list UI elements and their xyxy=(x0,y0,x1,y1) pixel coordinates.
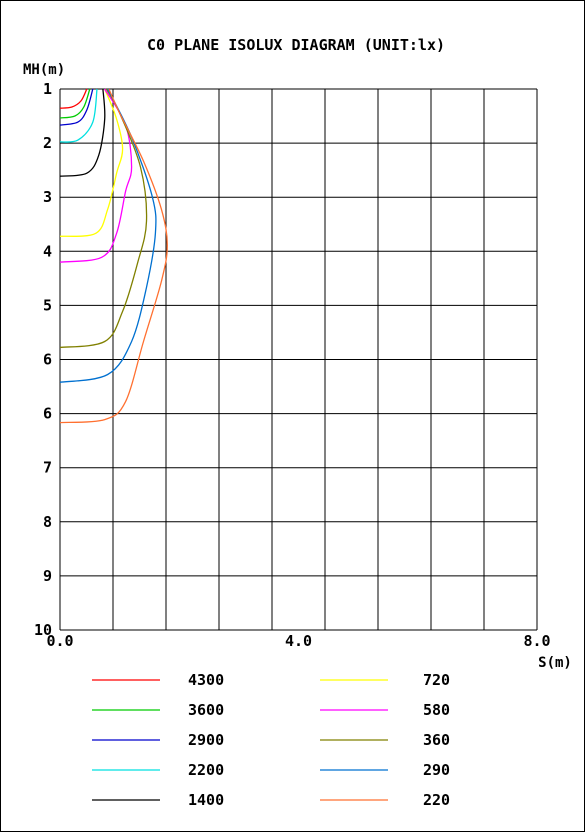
y-tick-label: 1 xyxy=(43,80,52,98)
y-tick-label: 4 xyxy=(43,242,52,260)
legend-label-1400: 1400 xyxy=(188,791,224,809)
series-line-2900 xyxy=(59,88,94,126)
y-tick-label: 6 xyxy=(43,351,52,369)
chart-title: C0 PLANE ISOLUX DIAGRAM (UNIT:lx) xyxy=(147,36,445,54)
series-line-720 xyxy=(59,88,124,237)
y-tick-label: 3 xyxy=(43,188,52,206)
series-line-220 xyxy=(59,88,168,424)
y-tick-labels: 1 2 3 4 5 6 6 7 8 9 10 xyxy=(34,80,52,639)
y-tick-label: 2 xyxy=(43,134,52,152)
y-tick-label: 5 xyxy=(43,296,52,314)
y-tick-label: 8 xyxy=(43,513,52,531)
series-line-360 xyxy=(59,88,148,349)
legend-label-4300: 4300 xyxy=(188,671,224,689)
series-line-2200 xyxy=(59,88,98,143)
series-line-1400 xyxy=(59,88,106,177)
y-tick-label: 10 xyxy=(34,621,52,639)
legend-label-360: 360 xyxy=(423,731,450,749)
chart-grid xyxy=(59,88,538,631)
series-lines xyxy=(59,88,168,424)
legend-label-290: 290 xyxy=(423,761,450,779)
legend-label-720: 720 xyxy=(423,671,450,689)
series-line-3600 xyxy=(59,88,91,119)
legend: 4300 3600 2900 2200 1400 720 580 360 290 220 xyxy=(92,671,450,809)
legend-label-580: 580 xyxy=(423,701,450,719)
legend-label-2200: 2200 xyxy=(188,761,224,779)
x-tick-label: 4.0 xyxy=(285,632,312,650)
y-axis-label: MH(m) xyxy=(23,62,65,78)
x-axis-label: S(m) xyxy=(538,655,572,671)
legend-label-3600: 3600 xyxy=(188,701,224,719)
legend-label-220: 220 xyxy=(423,791,450,809)
legend-label-2900: 2900 xyxy=(188,731,224,749)
x-tick-label: 0.0 xyxy=(46,632,73,650)
y-tick-label: 7 xyxy=(43,459,52,477)
series-line-4300 xyxy=(59,88,88,109)
y-tick-label: 6 xyxy=(43,405,52,423)
series-line-290 xyxy=(59,88,157,383)
x-tick-labels: 0.0 4.0 8.0 xyxy=(46,632,550,650)
x-tick-label: 8.0 xyxy=(523,632,550,650)
y-tick-label: 9 xyxy=(43,567,52,585)
